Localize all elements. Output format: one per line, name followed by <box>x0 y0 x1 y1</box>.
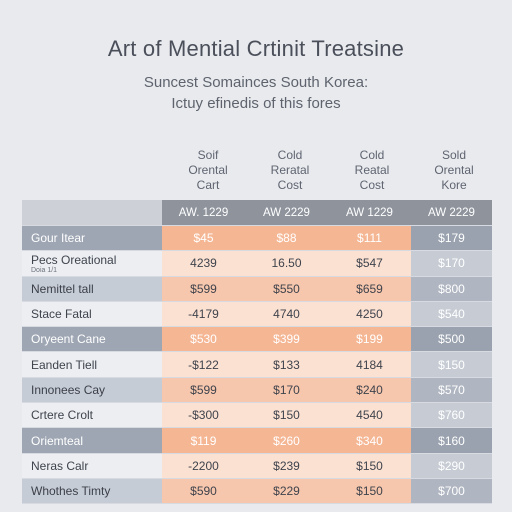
table-cell: 4184 <box>328 351 411 378</box>
table-cell: $150 <box>245 402 328 429</box>
column-title-3-line-2: Reatal <box>354 163 390 177</box>
table-cell: $760 <box>411 402 492 429</box>
table-cell: $170 <box>411 250 492 277</box>
table-cell: $659 <box>328 276 411 302</box>
table-cell: 4239 <box>162 250 245 277</box>
table-row: Whothes Timty $590 $229 $150 $700 <box>22 478 492 505</box>
row-label: Oriemteal <box>22 427 162 454</box>
row-label: Stace Fatal <box>22 301 162 328</box>
table-cell: $530 <box>162 326 245 353</box>
row-label-cell: Pecs Oreational Doia 1/1 <box>22 250 162 277</box>
table-cell: $111 <box>328 225 411 252</box>
column-title-1: Soif Orental Cart <box>168 148 248 193</box>
table-cell: $500 <box>411 326 492 353</box>
column-title-2-line-1: Cold <box>277 148 303 162</box>
subtitle-line-2: Ictuy efinedis of this fores <box>171 95 341 112</box>
table-cell: $260 <box>245 427 328 454</box>
table-cell: $547 <box>328 250 411 277</box>
subtitle-line-1: Suncest Somainces South Korea: <box>143 74 369 91</box>
table-row: Nemittel tall $599 $550 $659 $800 <box>22 276 492 302</box>
row-label: Innonees Cay <box>22 377 162 404</box>
row-label: Oryeent Cane <box>22 326 162 353</box>
table-cell: $170 <box>245 377 328 404</box>
table-cell: $45 <box>162 225 245 252</box>
table-cell: $160 <box>411 427 492 454</box>
table-row: Neras Calr -2200 $239 $150 $290 <box>22 453 492 479</box>
table-cell: $570 <box>411 377 492 404</box>
table-cell: $800 <box>411 276 492 302</box>
table-cell: $229 <box>245 478 328 505</box>
table-cell: $150 <box>328 478 411 505</box>
table-cell: $540 <box>411 301 492 328</box>
table-cell: $179 <box>411 225 492 252</box>
column-title-1-line-3: Cart <box>196 178 220 192</box>
column-title-2: Cold Reratal Cost <box>250 148 330 193</box>
table-header-cell <box>22 200 162 226</box>
column-title-4: Sold Orental Kore <box>414 148 494 193</box>
column-title-3: Cold Reatal Cost <box>332 148 412 193</box>
cost-table: AW. 1229 AW 2229 AW 1229 AW 2229 Gour It… <box>22 200 492 505</box>
table-row: Innonees Cay $599 $170 $240 $570 <box>22 377 492 404</box>
column-title-1-line-2: Orental <box>188 163 228 177</box>
column-title-4-line-2: Orental <box>434 163 474 177</box>
table-cell: $150 <box>328 453 411 479</box>
table-cell: $239 <box>245 453 328 479</box>
table-cell: $599 <box>162 276 245 302</box>
column-title-3-line-1: Cold <box>359 148 385 162</box>
table-cell: $340 <box>328 427 411 454</box>
table-header-cell: AW 2229 <box>245 200 328 226</box>
table-row: Gour Itear $45 $88 $111 $179 <box>22 225 492 252</box>
column-title-4-line-3: Kore <box>441 178 467 192</box>
table-header-cell: AW. 1229 <box>162 200 245 226</box>
column-title-1-line-1: Soif <box>197 148 219 162</box>
table-header-cell: AW 1229 <box>328 200 411 226</box>
column-title-4-line-1: Sold <box>441 148 467 162</box>
column-title-3-line-3: Cost <box>359 178 385 192</box>
table-cell: $700 <box>411 478 492 505</box>
table-cell: -$300 <box>162 402 245 429</box>
table-cell: $599 <box>162 377 245 404</box>
table-row: Eanden Tiell -$122 $133 4184 $150 <box>22 351 492 378</box>
table-cell: $550 <box>245 276 328 302</box>
row-label: Nemittel tall <box>22 276 162 302</box>
table-cell: -2200 <box>162 453 245 479</box>
table-cell: $399 <box>245 326 328 353</box>
table-row: Pecs Oreational Doia 1/1 4239 16.50 $547… <box>22 250 492 277</box>
table-cell: $150 <box>411 351 492 378</box>
table-header-row: AW. 1229 AW 2229 AW 1229 AW 2229 <box>22 200 492 226</box>
table-cell: 4250 <box>328 301 411 328</box>
column-title-2-line-2: Reratal <box>270 163 310 177</box>
table-row: Crtere Crolt -$300 $150 4540 $760 <box>22 402 492 429</box>
row-label: Neras Calr <box>22 453 162 479</box>
column-title-2-line-3: Cost <box>277 178 303 192</box>
table-cell: $119 <box>162 427 245 454</box>
table-cell: -4179 <box>162 301 245 328</box>
table-row: Stace Fatal -4179 4740 4250 $540 <box>22 301 492 328</box>
table-cell: $590 <box>162 478 245 505</box>
page-title: Art of Mential Crtinit Treatsine <box>107 36 405 61</box>
table-cell: $240 <box>328 377 411 404</box>
row-label: Whothes Timty <box>22 478 162 505</box>
row-label: Gour Itear <box>22 225 162 252</box>
table-cell: $290 <box>411 453 492 479</box>
table-cell: $199 <box>328 326 411 353</box>
table-cell: -$122 <box>162 351 245 378</box>
table-cell: $88 <box>245 225 328 252</box>
table-cell: 4740 <box>245 301 328 328</box>
row-note: Doia 1/1 <box>31 266 58 274</box>
row-label: Crtere Crolt <box>22 402 162 429</box>
row-label: Pecs Oreational <box>31 252 117 267</box>
table-header-cell: AW 2229 <box>411 200 492 226</box>
table-cell: 16.50 <box>245 250 328 277</box>
table-cell: 4540 <box>328 402 411 429</box>
table-row: Oryeent Cane $530 $399 $199 $500 <box>22 326 492 353</box>
table-row: Oriemteal $119 $260 $340 $160 <box>22 427 492 454</box>
table-cell: $133 <box>245 351 328 378</box>
row-label: Eanden Tiell <box>22 351 162 378</box>
